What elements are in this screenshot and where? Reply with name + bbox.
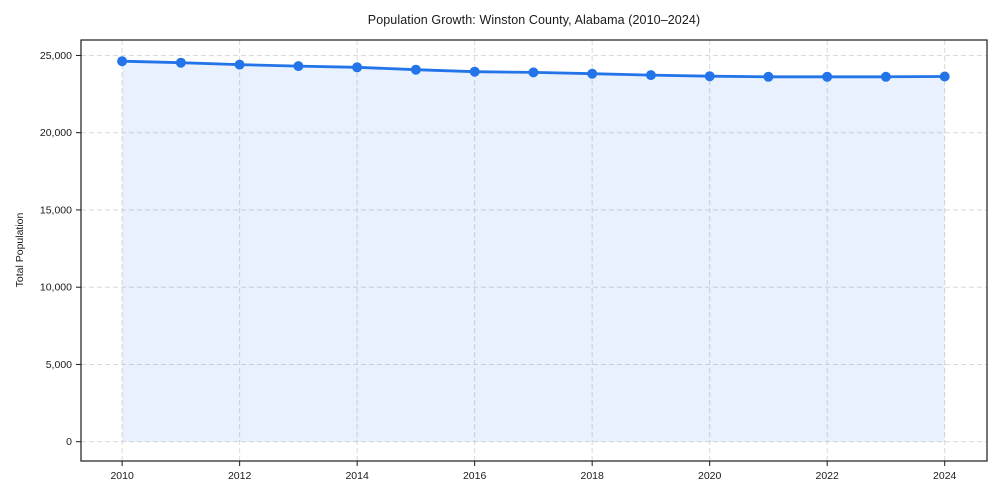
x-tick-label-2022: 2022	[816, 470, 840, 482]
chart-title: Population Growth: Winston County, Alaba…	[367, 13, 701, 27]
data-point-2014	[352, 62, 363, 73]
y-tick-label-20000: 20,000	[40, 127, 72, 139]
data-point-2018	[587, 68, 598, 79]
data-point-2012	[234, 59, 245, 70]
x-tick-label-2020: 2020	[698, 470, 722, 482]
y-tick-label-25000: 25,000	[40, 50, 72, 62]
data-point-2013	[293, 61, 304, 72]
y-tick-label-10000: 10,000	[40, 282, 72, 294]
data-point-2020	[704, 71, 715, 82]
y-tick-label-0: 0	[66, 436, 72, 448]
y-tick-label-15000: 15,000	[40, 204, 72, 216]
y-tick-label-5000: 5,000	[46, 359, 72, 371]
data-point-2024	[939, 71, 950, 82]
area-fill	[122, 61, 945, 442]
data-point-2022	[822, 71, 833, 82]
x-tick-label-2018: 2018	[580, 470, 604, 482]
x-tick-label-2014: 2014	[345, 470, 369, 482]
x-axis-ticks	[121, 461, 946, 466]
data-point-2015	[410, 64, 421, 75]
grid	[81, 40, 987, 461]
x-tick-label-2016: 2016	[463, 470, 487, 482]
axis-frame	[80, 39, 988, 462]
x-tick-label-2012: 2012	[228, 470, 252, 482]
data-point-2010	[117, 56, 128, 67]
data-point-markers	[117, 56, 950, 82]
y-tick-labels: 0 5,000 10,000 15,000 20,000 25,000	[40, 50, 72, 448]
data-point-2023	[880, 71, 891, 82]
data-point-2019	[645, 70, 656, 81]
data-point-2016	[469, 66, 480, 77]
data-point-2011	[175, 57, 186, 68]
x-tick-labels: 2010 2012 2014 2016 2018 2020 2022 2024	[110, 470, 956, 482]
y-axis-ticks	[76, 54, 81, 443]
data-point-2017	[528, 67, 539, 78]
x-tick-label-2024: 2024	[933, 470, 957, 482]
x-tick-label-2010: 2010	[110, 470, 134, 482]
data-point-2021	[763, 71, 774, 82]
